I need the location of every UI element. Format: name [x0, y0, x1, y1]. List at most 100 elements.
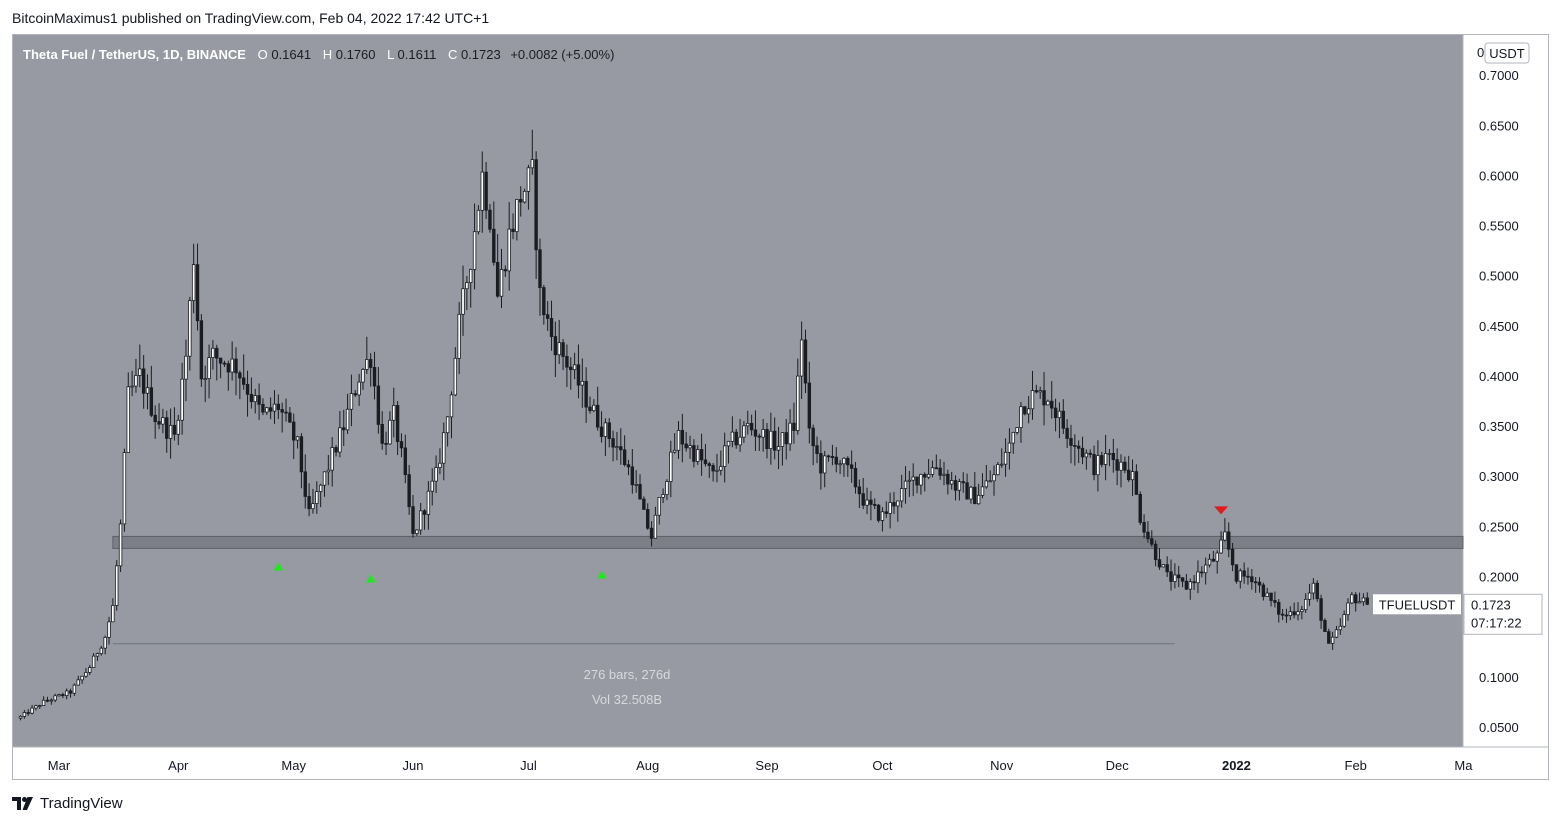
legend-close-value: 0.1723 [461, 47, 501, 62]
candle [1230, 542, 1235, 572]
candle [165, 410, 169, 453]
candle [780, 432, 785, 466]
candle [261, 398, 265, 416]
candle [349, 374, 354, 427]
candle [946, 469, 950, 495]
candle [126, 372, 130, 453]
support-bounce-marker-1 [273, 562, 284, 571]
candle [61, 692, 65, 699]
candle [1238, 568, 1242, 589]
time-tick-label: Aug [636, 758, 659, 773]
candle [438, 448, 442, 475]
candle [184, 339, 188, 402]
candle [888, 492, 892, 529]
candle [1007, 428, 1012, 470]
measure-bars-text: 276 bars, 276d [584, 667, 671, 682]
candle [803, 329, 808, 394]
candle [322, 471, 327, 497]
candle [876, 503, 881, 523]
candle [792, 402, 796, 444]
candle [1361, 593, 1366, 606]
candle [415, 529, 419, 536]
candle [103, 635, 107, 655]
candle [1261, 582, 1266, 601]
candle [1300, 605, 1304, 620]
candle [307, 483, 311, 517]
candle [84, 668, 88, 678]
candle [315, 481, 319, 514]
candle [753, 410, 758, 451]
candle [245, 370, 250, 417]
candle [395, 401, 400, 456]
candle [1284, 608, 1289, 623]
candle [1227, 522, 1231, 558]
candle [903, 466, 908, 504]
candle [1142, 514, 1146, 539]
candle [157, 403, 161, 430]
candle [353, 390, 357, 397]
candle [1265, 587, 1269, 597]
candle [1242, 562, 1246, 584]
candle [1180, 577, 1185, 588]
candle [207, 344, 211, 399]
candle [734, 428, 738, 449]
candle [403, 434, 408, 484]
price-tick-label: 0.2500 [1479, 519, 1519, 534]
last-price-label: 0.1723 [1471, 597, 1511, 612]
candle [211, 340, 215, 370]
candle [811, 424, 815, 466]
candle [796, 358, 800, 435]
candle [1200, 566, 1204, 578]
tradingview-logo[interactable]: TradingView [12, 795, 123, 812]
candle [203, 365, 207, 403]
candle [1042, 372, 1046, 426]
candle [1288, 606, 1293, 621]
candle [1215, 550, 1219, 574]
candle [892, 491, 896, 514]
candle [565, 344, 569, 387]
candle [934, 454, 939, 470]
price-tick-label: 0.5500 [1479, 219, 1519, 234]
candle [542, 284, 546, 325]
candle [1357, 592, 1362, 604]
legend-change: +0.0082 (+5.00%) [510, 47, 614, 62]
candle [1096, 440, 1100, 492]
candlestick-chart[interactable]: 0.7000 0.6500 0.6000 0.5500 0.5000 0.4500 0.40… [13, 35, 1548, 779]
candle [657, 496, 661, 525]
candle [1311, 578, 1316, 600]
candle [1250, 569, 1254, 590]
candle [1092, 445, 1096, 481]
candle [122, 448, 127, 532]
candle [1234, 564, 1239, 584]
candle [634, 470, 638, 493]
support-zone [112, 535, 1464, 549]
candle [545, 301, 550, 331]
ticker-label: TFUELUSDT [1379, 597, 1456, 612]
candle [1330, 631, 1335, 650]
candle [1103, 434, 1108, 481]
candle [861, 478, 865, 510]
candle [703, 443, 708, 467]
candle [776, 426, 781, 470]
candle [507, 202, 511, 291]
tradingview-logo-icon [12, 796, 33, 810]
candle [846, 456, 850, 477]
candle [1169, 559, 1173, 591]
candle [730, 416, 735, 448]
time-axis-background [13, 747, 1548, 779]
candle [226, 360, 231, 391]
candle [511, 213, 515, 240]
candle [738, 418, 742, 452]
candle [957, 478, 962, 501]
candle [365, 336, 369, 374]
candle [461, 265, 465, 336]
candle [1223, 518, 1227, 542]
candle [519, 186, 523, 217]
time-tick-label: Ma [1454, 758, 1473, 773]
price-tick-label: 0.3000 [1479, 469, 1519, 484]
candle [619, 428, 623, 465]
currency-badge[interactable]: USDT [1484, 42, 1530, 64]
candle [338, 411, 342, 458]
legend-open-value: 0.1641 [271, 47, 311, 62]
rejection-marker [1214, 506, 1229, 515]
